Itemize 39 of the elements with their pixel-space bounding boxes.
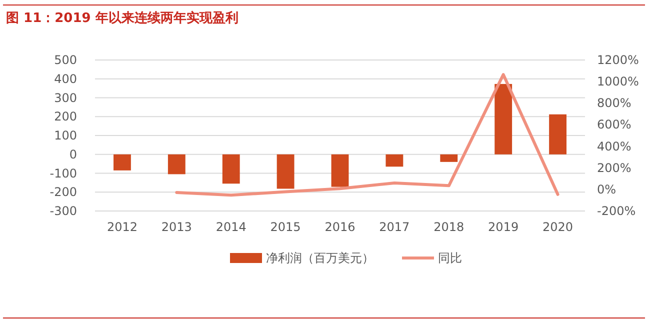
y-tick-label: -300 bbox=[50, 204, 77, 218]
legend-label: 同比 bbox=[438, 251, 462, 265]
y2-tick-label: 800% bbox=[597, 96, 632, 110]
x-tick-label: 2019 bbox=[488, 220, 519, 234]
bar bbox=[168, 154, 186, 174]
x-tick-label: 2013 bbox=[161, 220, 192, 234]
legend-label: 净利润（百万美元） bbox=[266, 251, 374, 265]
y2-tick-label: 1000% bbox=[597, 74, 639, 89]
bar bbox=[549, 114, 566, 154]
y2-tick-label: 400% bbox=[597, 139, 632, 154]
x-tick-label: 2014 bbox=[216, 220, 246, 234]
y2-tick-label: 200% bbox=[597, 160, 632, 175]
y-tick-label: 200 bbox=[54, 110, 77, 124]
bar bbox=[114, 154, 131, 170]
x-tick-label: 2016 bbox=[324, 220, 356, 234]
y2-tick-label: 0% bbox=[597, 182, 616, 196]
y-tick-label: -200 bbox=[50, 185, 77, 200]
bar bbox=[386, 154, 404, 167]
x-tick-label: 2018 bbox=[434, 220, 464, 234]
bar bbox=[331, 154, 349, 187]
x-tick-label: 2017 bbox=[379, 220, 410, 234]
bar bbox=[440, 154, 458, 162]
y2-tick-label: -200% bbox=[597, 204, 636, 218]
bar bbox=[494, 84, 512, 154]
y-tick-label: 100 bbox=[54, 128, 77, 142]
y2-tick-label: 600% bbox=[597, 118, 632, 132]
x-tick-label: 2020 bbox=[542, 220, 574, 234]
y-tick-label: 400 bbox=[54, 72, 77, 86]
chart-title: 图 11：2019 年以来连续两年实现盈利 bbox=[6, 10, 238, 26]
x-tick-label: 2012 bbox=[106, 220, 138, 234]
y-tick-label: 300 bbox=[54, 90, 77, 105]
bar bbox=[222, 154, 240, 184]
y-tick-label: -100 bbox=[50, 166, 77, 180]
y2-tick-label: 1200% bbox=[597, 53, 639, 67]
y-tick-label: 0 bbox=[69, 147, 77, 162]
x-tick-label: 2015 bbox=[270, 220, 301, 234]
line-series bbox=[175, 73, 560, 197]
bar bbox=[276, 154, 294, 189]
y-tick-label: 500 bbox=[54, 53, 77, 67]
